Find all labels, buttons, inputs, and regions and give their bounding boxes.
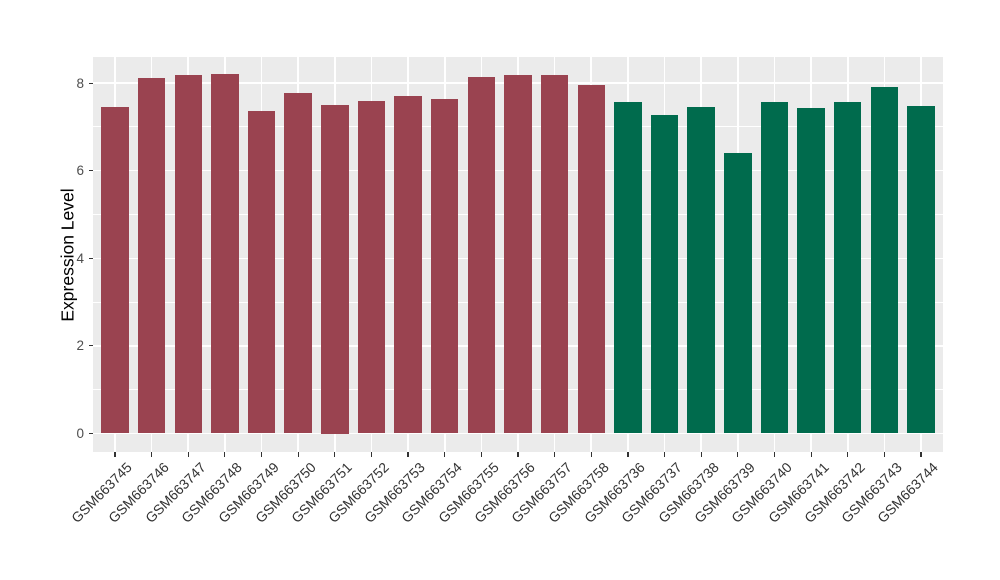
y-tick-mark: [88, 257, 93, 259]
bar-GSM663753: [394, 96, 422, 434]
x-tick-mark: [700, 452, 702, 457]
x-tick-mark: [297, 452, 299, 457]
x-tick-mark: [480, 452, 482, 457]
y-tick-mark: [88, 82, 93, 84]
y-tick-label: 0: [76, 426, 84, 441]
bar-GSM663741: [797, 108, 825, 434]
x-tick-mark: [151, 452, 153, 457]
bar-GSM663752: [357, 100, 386, 434]
x-tick-mark: [847, 452, 849, 457]
x-tick-mark: [114, 452, 116, 457]
x-tick-mark: [224, 452, 226, 457]
x-tick-mark: [737, 452, 739, 457]
y-tick-label: 4: [76, 250, 84, 266]
bar-GSM663749: [247, 110, 276, 434]
x-tick-mark: [370, 452, 373, 457]
y-tick-mark: [88, 170, 93, 172]
bar-GSM663750: [284, 92, 312, 434]
bar-GSM663746: [137, 78, 166, 434]
bar-GSM663756: [504, 74, 532, 434]
x-tick-mark: [334, 452, 336, 457]
bar-GSM663754: [430, 98, 459, 434]
x-tick-mark: [407, 452, 409, 457]
plot-panel: [93, 57, 943, 452]
x-tick-mark: [883, 452, 885, 457]
x-tick-mark: [554, 452, 556, 457]
bar-GSM663745: [101, 107, 129, 434]
x-tick-mark: [810, 452, 812, 457]
bar-GSM663757: [540, 75, 569, 434]
bar-GSM663736: [614, 101, 642, 434]
x-tick-mark: [444, 452, 446, 457]
x-tick-mark: [627, 452, 629, 457]
x-tick-mark: [260, 452, 263, 457]
bar-GSM663751: [321, 105, 349, 434]
y-tick-mark: [88, 432, 93, 435]
bar-GSM663738: [687, 106, 715, 434]
x-tick-mark: [590, 452, 592, 457]
bar-GSM663742: [834, 101, 862, 434]
bar-GSM663743: [870, 87, 899, 434]
bar-GSM663755: [467, 76, 496, 434]
y-tick-label: 6: [76, 163, 84, 179]
x-tick-mark: [773, 452, 776, 457]
bar-GSM663748: [211, 74, 239, 434]
x-tick-mark: [187, 452, 189, 457]
x-tick-mark: [920, 452, 922, 457]
bar-GSM663758: [577, 84, 605, 434]
x-tick-mark: [517, 452, 519, 457]
bar-GSM663747: [174, 75, 202, 434]
bar-GSM663744: [907, 105, 935, 434]
x-tick-mark: [663, 452, 666, 457]
y-tick-label: 8: [76, 75, 84, 91]
bar-GSM663737: [650, 114, 679, 434]
bar-GSM663740: [760, 101, 789, 434]
y-tick-mark: [88, 345, 93, 347]
bar-GSM663739: [724, 153, 752, 434]
y-tick-label: 2: [76, 338, 84, 354]
